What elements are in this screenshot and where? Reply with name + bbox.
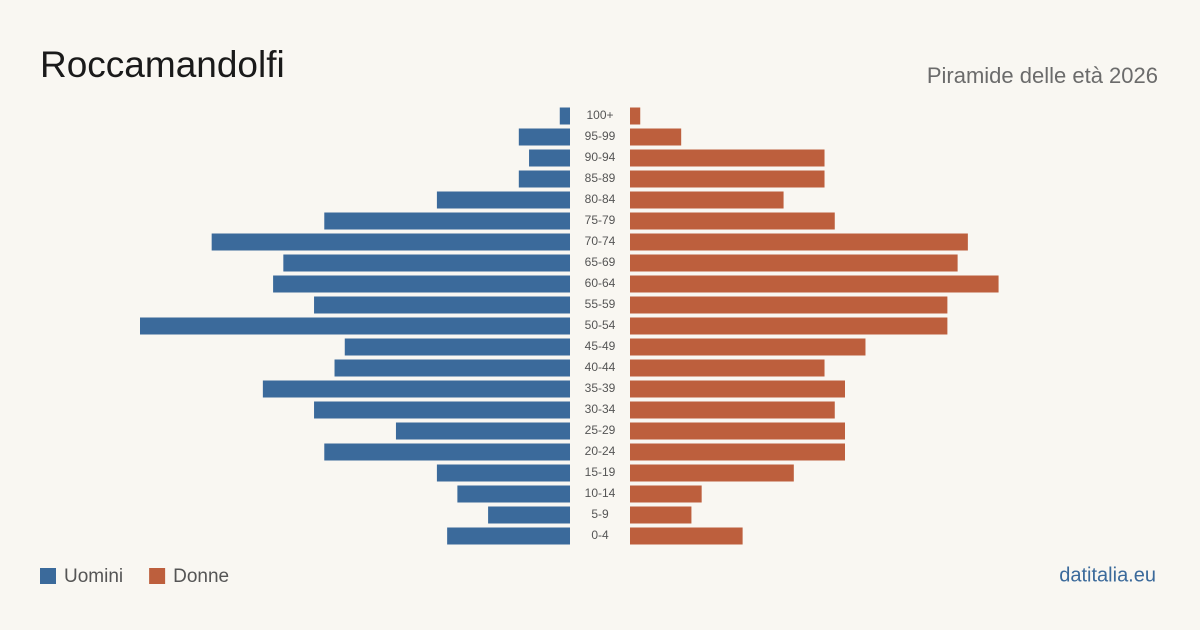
bar — [518, 128, 570, 146]
age-label: 65-69 — [585, 255, 616, 269]
age-label: 0-4 — [591, 528, 609, 542]
bar — [630, 233, 968, 251]
age-label: 85-89 — [585, 171, 616, 185]
bar — [436, 464, 570, 482]
age-label: 15-19 — [585, 465, 616, 479]
bar — [518, 170, 570, 188]
bar — [630, 191, 784, 209]
bar — [630, 506, 692, 524]
age-label: 100+ — [586, 108, 613, 122]
age-label: 50-54 — [585, 318, 616, 332]
bar — [273, 275, 570, 293]
bar — [334, 359, 570, 377]
bar — [630, 296, 948, 314]
age-label: 70-74 — [585, 234, 616, 248]
bar — [140, 317, 570, 335]
age-label: 30-34 — [585, 402, 616, 416]
age-label: 95-99 — [585, 129, 616, 143]
bar — [630, 464, 794, 482]
bar — [630, 212, 835, 230]
chart-title: Roccamandolfi — [40, 44, 285, 85]
bar — [630, 527, 743, 545]
bar — [395, 422, 570, 440]
source-link[interactable]: datitalia.eu — [1059, 564, 1156, 586]
bar — [630, 380, 845, 398]
bar — [630, 422, 845, 440]
chart-subtitle: Piramide delle età 2026 — [927, 63, 1158, 88]
bar — [344, 338, 570, 356]
legend-swatch — [149, 568, 166, 584]
bar — [488, 506, 570, 524]
bar — [436, 191, 570, 209]
legend-swatch — [40, 568, 56, 584]
bar — [630, 401, 835, 419]
bar — [324, 212, 570, 230]
age-label: 25-29 — [585, 423, 616, 437]
bar — [529, 149, 570, 167]
bar — [630, 170, 825, 188]
bar — [630, 485, 702, 503]
legend-label: Uomini — [64, 566, 123, 587]
age-label: 10-14 — [585, 486, 616, 500]
age-label: 5-9 — [591, 507, 609, 521]
bar — [559, 107, 570, 125]
bar — [283, 254, 570, 272]
bar — [324, 443, 570, 461]
bar — [314, 401, 570, 419]
bar — [630, 359, 825, 377]
bar — [457, 485, 570, 503]
age-label: 45-49 — [585, 339, 616, 353]
age-label: 35-39 — [585, 381, 616, 395]
age-label: 20-24 — [585, 444, 616, 458]
age-label: 75-79 — [585, 213, 616, 227]
bar — [630, 128, 682, 146]
bar — [630, 107, 641, 125]
bar — [630, 149, 825, 167]
age-label: 40-44 — [585, 360, 616, 374]
bar — [630, 317, 948, 335]
age-label: 60-64 — [585, 276, 616, 290]
bar — [630, 275, 999, 293]
bar — [314, 296, 570, 314]
age-label: 55-59 — [585, 297, 616, 311]
bar — [211, 233, 570, 251]
bar — [630, 338, 866, 356]
bar — [630, 254, 958, 272]
bar — [262, 380, 570, 398]
bar — [630, 443, 845, 461]
age-label: 80-84 — [585, 192, 616, 206]
age-label: 90-94 — [585, 150, 616, 164]
legend-label: Donne — [173, 566, 229, 587]
bar — [447, 527, 570, 545]
